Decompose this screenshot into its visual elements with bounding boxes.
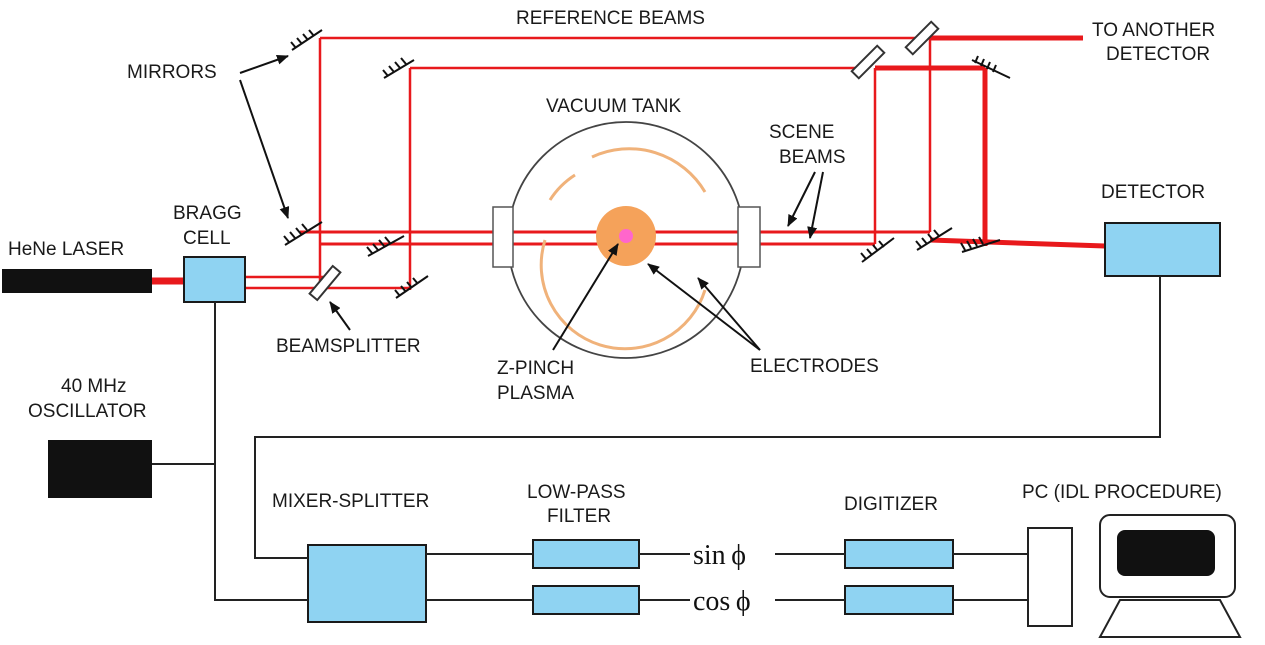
label-mirrors: MIRRORS [127, 62, 217, 83]
bragg-cell-box [183, 256, 246, 303]
label-mixer: MIXER-SPLITTER [272, 491, 429, 512]
beamsplitter-plates [308, 20, 940, 302]
label-zpinch-2: PLASMA [497, 383, 574, 404]
label-osc-2: OSCILLATOR [28, 401, 147, 422]
digitizer-cos [844, 585, 954, 615]
computer-icon [1098, 514, 1242, 638]
label-sin-phi: sin ϕ [693, 540, 746, 571]
label-to-another-2: DETECTOR [1106, 44, 1210, 65]
label-lowpass-1: LOW-PASS [527, 482, 626, 503]
laser-box [2, 269, 152, 293]
vacuum-tank [492, 121, 761, 359]
label-osc-1: 40 MHz [61, 376, 126, 397]
window-right [737, 206, 761, 268]
label-digitizer: DIGITIZER [844, 494, 938, 515]
label-laser: HeNe LASER [8, 239, 124, 260]
label-cos-phi: cos ϕ [693, 586, 751, 617]
plasma-core [619, 229, 633, 243]
label-bragg-2: CELL [183, 228, 231, 249]
mixer-splitter-box [307, 544, 427, 623]
label-detector: DETECTOR [1101, 182, 1205, 203]
lowpass-filter-cos [532, 585, 640, 615]
label-electrodes: ELECTRODES [750, 356, 879, 377]
mirror-icon [283, 29, 1011, 299]
window-left [492, 206, 514, 268]
label-zpinch-1: Z-PINCH [497, 358, 574, 379]
label-scene-2: BEAMS [779, 147, 846, 168]
digitizer-sin [844, 539, 954, 569]
annotation-arrows [239, 54, 824, 351]
label-to-another-1: TO ANOTHER [1092, 20, 1215, 41]
label-lowpass-2: FILTER [547, 506, 611, 527]
lowpass-filter-sin [532, 539, 640, 569]
oscillator-box [48, 440, 152, 498]
label-beamsplitter: BEAMSPLITTER [276, 336, 421, 357]
signal-wires [152, 276, 1161, 601]
label-vacuum-tank: VACUUM TANK [546, 96, 681, 117]
detector-box [1104, 222, 1221, 277]
label-reference-beams: REFERENCE BEAMS [516, 8, 705, 29]
label-pc: PC (IDL PROCEDURE) [1022, 482, 1222, 503]
pc-interface-box [1027, 527, 1073, 627]
label-bragg-1: BRAGG [173, 203, 242, 224]
label-scene-1: SCENE [769, 122, 834, 143]
